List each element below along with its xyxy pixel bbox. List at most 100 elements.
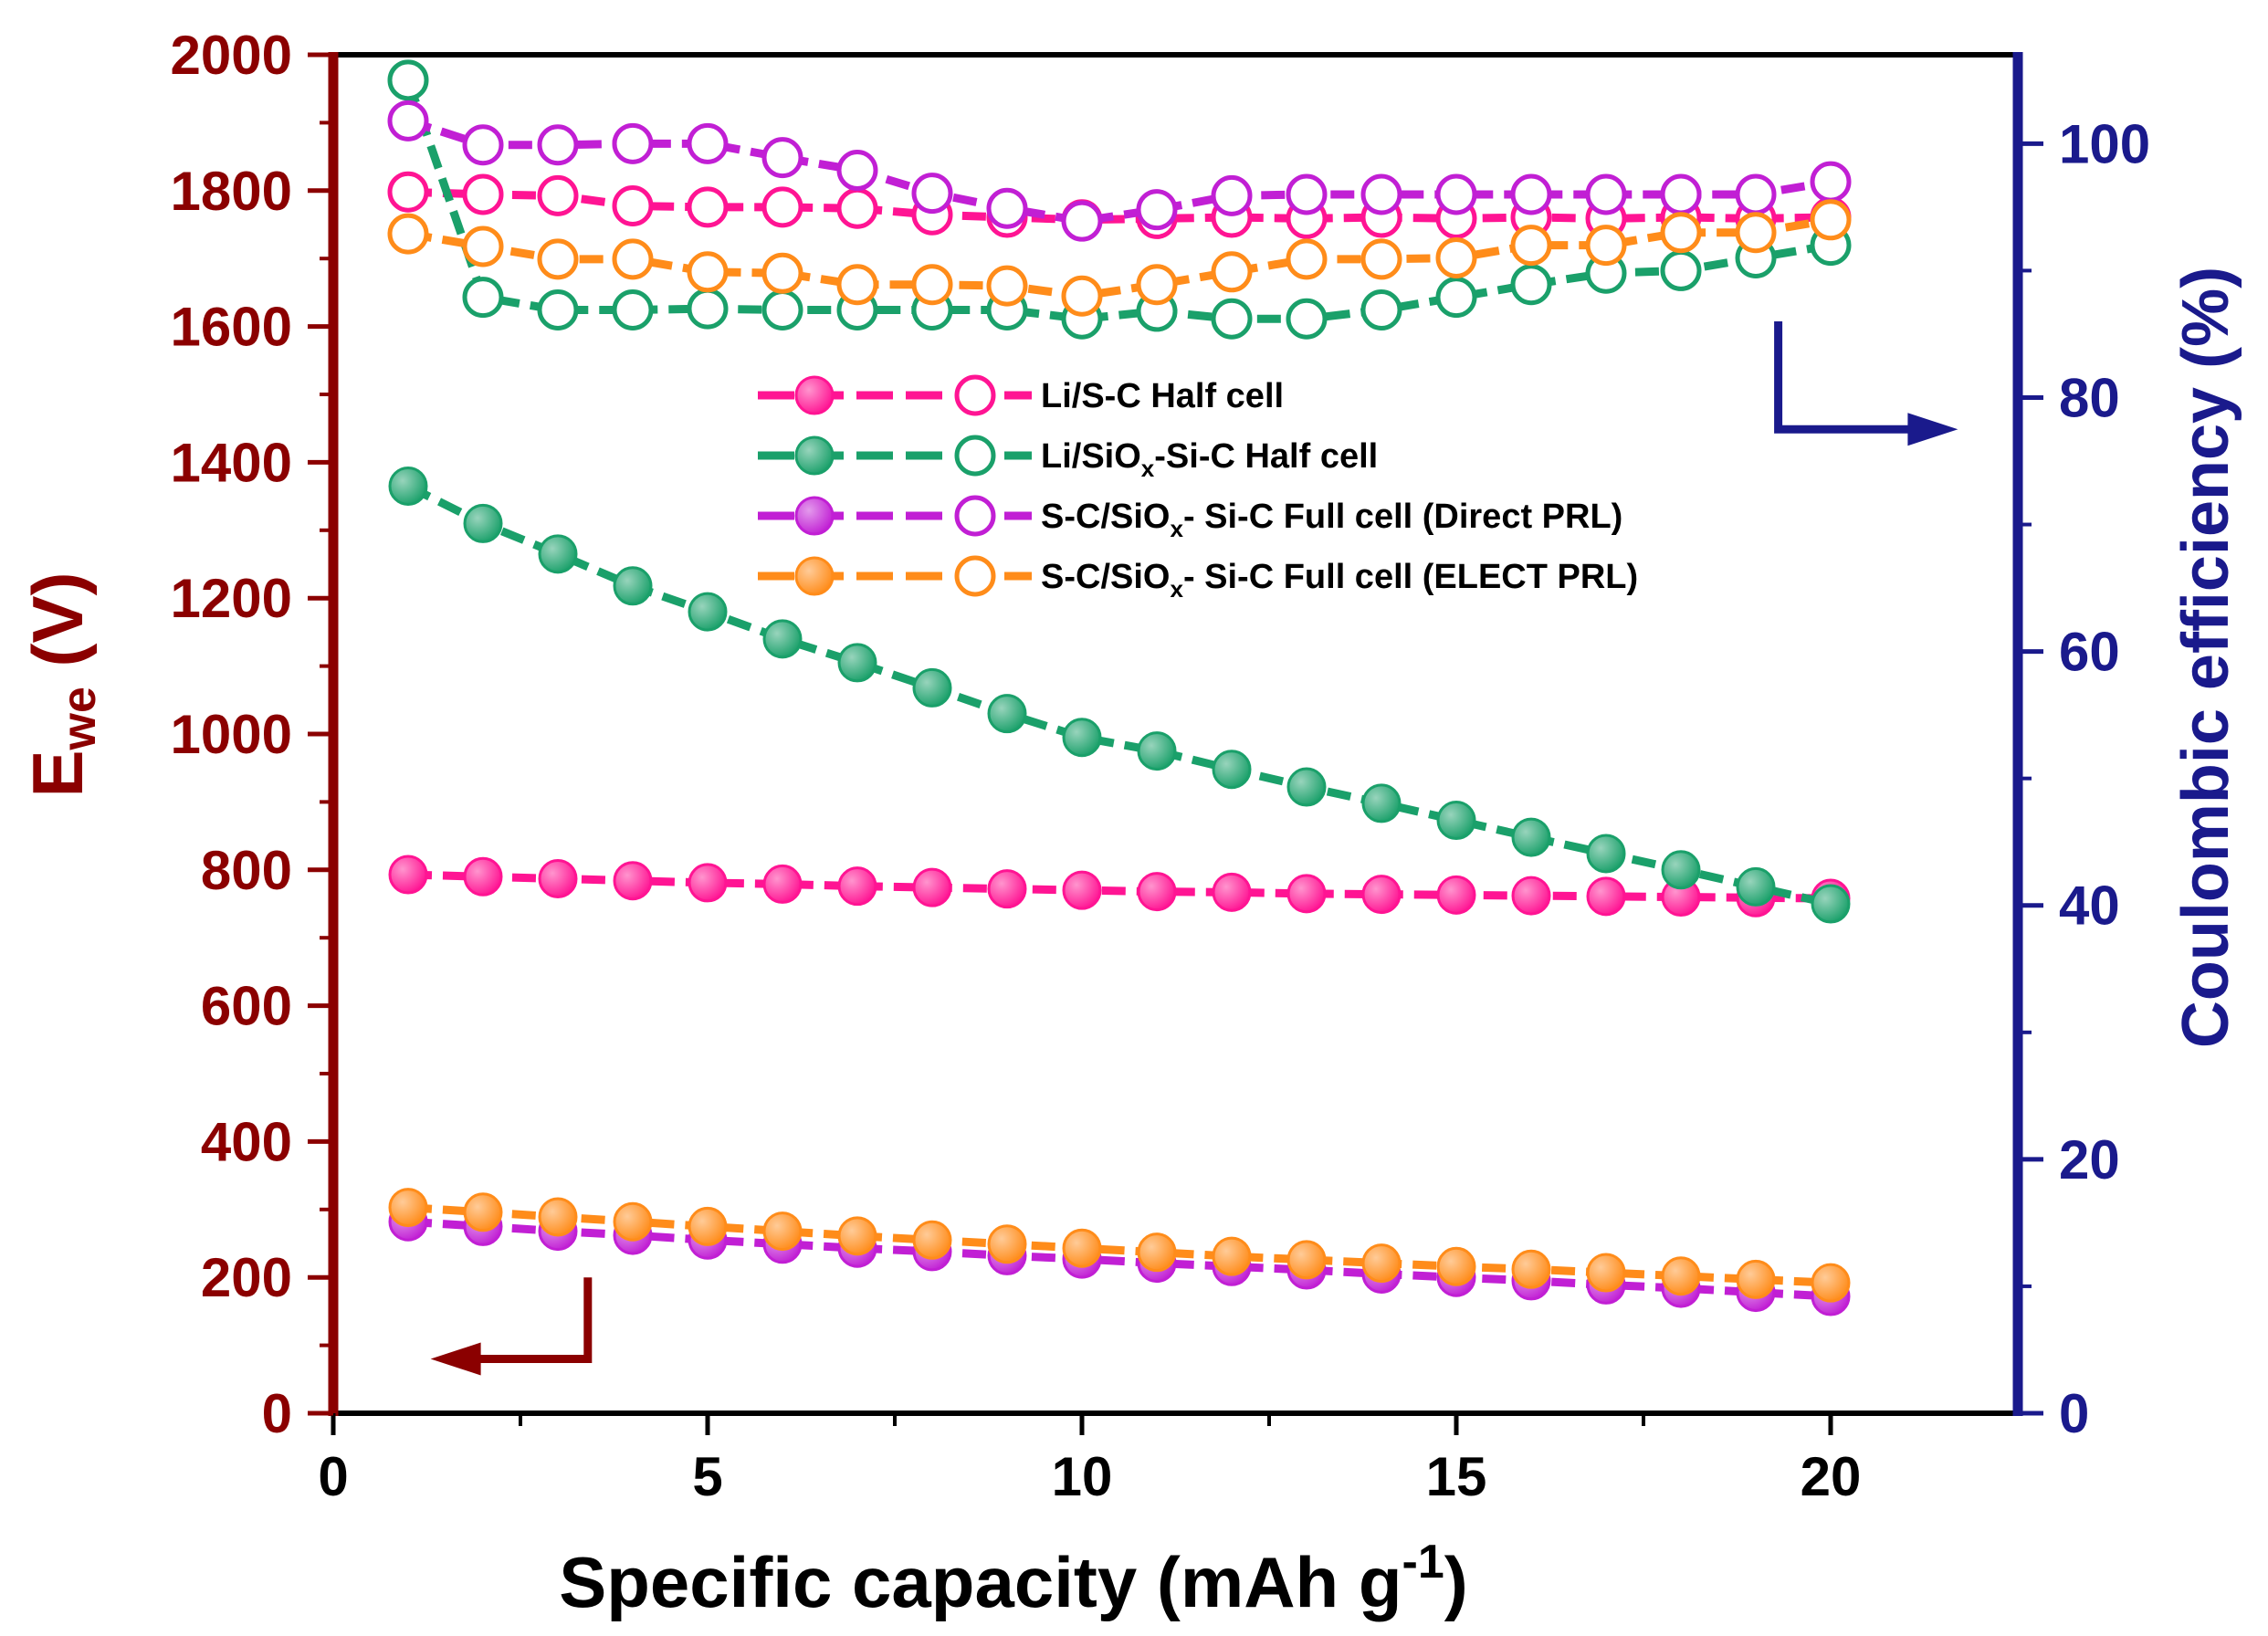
capacity-point bbox=[987, 869, 1027, 909]
efficiency-point bbox=[911, 264, 953, 306]
y-left-tick-label: 1000 bbox=[171, 704, 292, 765]
efficiency-point bbox=[687, 251, 729, 293]
efficiency-point bbox=[1585, 173, 1627, 215]
x-axis-title: Specific capacity (mAh g-1) bbox=[559, 1536, 1468, 1622]
capacity-point bbox=[837, 866, 877, 907]
capacity-point bbox=[1511, 1249, 1551, 1289]
capacity-point bbox=[1586, 876, 1626, 917]
legend-open-marker bbox=[954, 374, 996, 416]
efficiency-point bbox=[537, 124, 579, 166]
legend-item: Li/S-C Half cell bbox=[758, 374, 1284, 416]
capacity-point bbox=[463, 856, 503, 897]
capacity-point bbox=[1436, 1246, 1476, 1286]
efficiency-point bbox=[836, 187, 878, 229]
capacity-point bbox=[1361, 1243, 1402, 1284]
legend-label: Li/SiOx-Si-C Half cell bbox=[1041, 437, 1378, 482]
efficiency-point bbox=[387, 213, 429, 255]
capacity-point bbox=[1436, 800, 1476, 840]
right-axis-arrow-line bbox=[1774, 321, 1922, 434]
efficiency-point bbox=[761, 252, 803, 294]
efficiency-point bbox=[1061, 200, 1103, 242]
y-right-axis-title: Coulombic efficiency (%) bbox=[2169, 267, 2242, 1048]
legend-open-marker bbox=[954, 495, 996, 537]
efficiency-point bbox=[687, 288, 729, 330]
capacity-point bbox=[1436, 875, 1476, 915]
efficiency-point bbox=[1360, 238, 1402, 280]
efficiency-point bbox=[387, 100, 429, 142]
efficiency-point bbox=[1510, 225, 1552, 267]
capacity-point bbox=[388, 1188, 428, 1228]
y-left-tick-label: 1400 bbox=[171, 432, 292, 493]
capacity-point bbox=[688, 863, 728, 903]
capacity-point bbox=[613, 861, 653, 901]
axis-arrows bbox=[430, 321, 1958, 1376]
legend-filled-marker bbox=[794, 556, 835, 596]
efficiency-point bbox=[911, 173, 953, 215]
legend-item: S-C/SiOx- Si-C Full cell (Direct PRL) bbox=[758, 495, 1622, 542]
y-right-tick-label: 0 bbox=[2059, 1383, 2089, 1444]
capacity-point bbox=[688, 1206, 728, 1246]
efficiency-point bbox=[1735, 212, 1777, 254]
y-left-axis-title-end: (V) bbox=[17, 572, 98, 687]
y-left-tick-label: 400 bbox=[201, 1111, 292, 1172]
legend-open-marker bbox=[954, 555, 996, 597]
capacity-point bbox=[837, 1216, 877, 1256]
capacity-point bbox=[1212, 1236, 1252, 1276]
efficiency-point bbox=[761, 137, 803, 179]
capacity-point bbox=[613, 566, 653, 606]
y-left-tick-label: 600 bbox=[201, 976, 292, 1037]
legend-label-subscript: x bbox=[1170, 515, 1183, 542]
legend-open-marker bbox=[954, 435, 996, 477]
x-axis-title-sup: -1 bbox=[1402, 1536, 1444, 1589]
legend-item: S-C/SiOx- Si-C Full cell (ELECT PRL) bbox=[758, 555, 1638, 603]
legend-label-text: Li/S-C Half cell bbox=[1041, 377, 1284, 415]
efficiency-point bbox=[1211, 251, 1253, 293]
legend-label-text: -Si-C Half cell bbox=[1154, 437, 1378, 476]
efficiency-point bbox=[387, 59, 429, 101]
capacity-point bbox=[1286, 1240, 1327, 1280]
y-right-tick-label: 80 bbox=[2059, 367, 2120, 428]
efficiency-point bbox=[1510, 173, 1552, 215]
efficiency-point bbox=[1810, 199, 1852, 241]
legend-label-text: Li/SiO bbox=[1041, 437, 1141, 476]
efficiency-point bbox=[1735, 173, 1777, 215]
efficiency-point bbox=[1435, 277, 1477, 319]
efficiency-point bbox=[462, 124, 504, 166]
efficiency-point bbox=[387, 171, 429, 213]
legend-label: S-C/SiOx- Si-C Full cell (Direct PRL) bbox=[1041, 498, 1622, 542]
efficiency-point bbox=[612, 122, 654, 164]
capacity-point bbox=[538, 858, 578, 898]
legend-item: Li/SiOx-Si-C Half cell bbox=[758, 435, 1378, 482]
legend-filled-marker bbox=[794, 496, 835, 536]
capacity-point bbox=[1212, 750, 1252, 790]
y-right-tick-label: 40 bbox=[2059, 876, 2120, 937]
efficiency-point bbox=[687, 186, 729, 228]
efficiency-point bbox=[836, 264, 878, 306]
capacity-point bbox=[1661, 850, 1701, 890]
capacity-point bbox=[463, 503, 503, 543]
efficiency-point bbox=[537, 238, 579, 280]
capacity-point bbox=[463, 1192, 503, 1232]
x-tick-label: 10 bbox=[1052, 1446, 1113, 1507]
capacity-point bbox=[1586, 834, 1626, 874]
capacity-point bbox=[912, 1220, 952, 1260]
capacity-point bbox=[1586, 1253, 1626, 1293]
y-right-tick-label: 60 bbox=[2059, 622, 2120, 683]
capacity-point bbox=[1661, 1256, 1701, 1296]
capacity-point bbox=[987, 694, 1027, 734]
legend-label-subscript: x bbox=[1170, 575, 1183, 603]
capacity-point bbox=[1062, 718, 1102, 758]
axis-ticks: 0 5 10 15 2002004006008001000120014001600180… bbox=[171, 25, 2151, 1507]
capacity-point bbox=[388, 855, 428, 895]
capacity-point bbox=[1137, 1232, 1177, 1273]
capacity-point bbox=[837, 643, 877, 683]
capacity-point bbox=[1361, 783, 1402, 823]
series-3 bbox=[387, 199, 1852, 1303]
capacity-point bbox=[987, 1224, 1027, 1264]
x-tick-label: 5 bbox=[692, 1446, 722, 1507]
capacity-point bbox=[1212, 872, 1252, 912]
efficiency-point bbox=[462, 173, 504, 215]
capacity-point bbox=[1137, 872, 1177, 912]
x-axis-title-end: ) bbox=[1444, 1542, 1468, 1622]
